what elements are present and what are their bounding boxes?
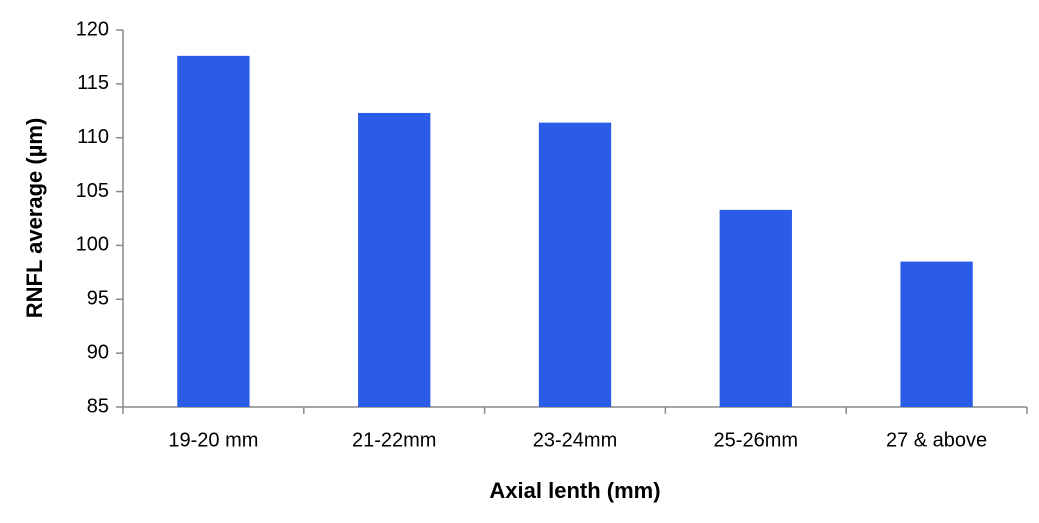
y-tick-label: 105 <box>76 180 109 202</box>
x-axis-title: Axial lenth (mm) <box>489 478 660 503</box>
bar <box>177 55 250 407</box>
bar <box>358 112 431 407</box>
y-tick-label: 110 <box>77 126 109 148</box>
y-tick-label: 85 <box>87 395 109 417</box>
x-tick-label: 27 & above <box>886 429 987 451</box>
bar <box>719 209 792 407</box>
bar <box>900 261 973 407</box>
y-axis-title: RNFL average (µm) <box>22 118 47 319</box>
x-tick-label: 23-24mm <box>533 429 617 451</box>
bar <box>538 122 612 408</box>
y-tick-label: 95 <box>87 288 109 310</box>
y-tick-label: 100 <box>76 234 109 256</box>
x-tick-label: 21-22mm <box>352 429 436 451</box>
y-tick-label: 115 <box>77 72 109 94</box>
x-tick-label: 25-26mm <box>714 429 798 451</box>
y-tick-label: 120 <box>76 18 109 40</box>
x-tick-label: 19-20 mm <box>168 429 258 451</box>
y-tick-label: 90 <box>87 341 109 363</box>
